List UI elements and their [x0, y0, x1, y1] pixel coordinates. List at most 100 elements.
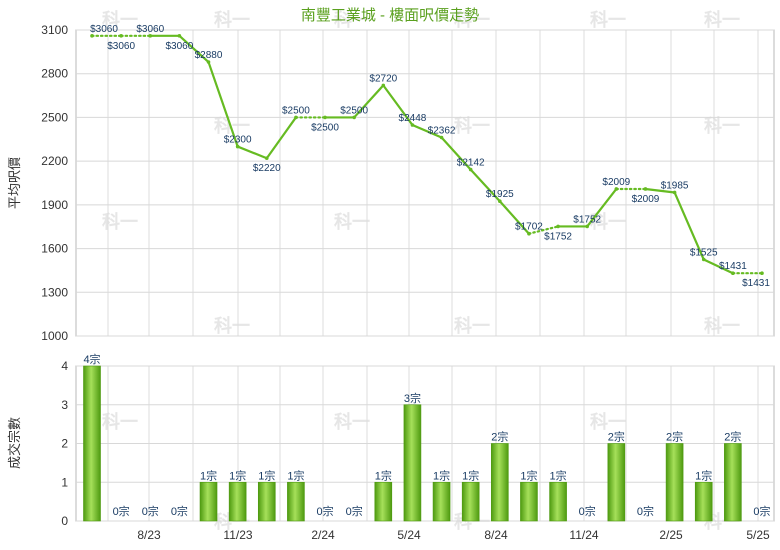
volume-data-label: 0宗 — [753, 504, 770, 518]
top-y-axis-title: 平均呎價 — [7, 157, 22, 209]
price-data-label: $2009 — [602, 177, 630, 188]
volume-data-label: 0宗 — [637, 504, 654, 518]
volume-bar — [432, 481, 451, 522]
price-data-label: $1752 — [573, 214, 601, 225]
volume-data-label: 0宗 — [316, 504, 333, 518]
price-line-segment — [440, 136, 472, 171]
price-point — [556, 224, 560, 229]
volume-bar — [83, 365, 101, 522]
bottom-y-tick-label: 1 — [61, 475, 68, 489]
price-line-segment — [469, 168, 501, 203]
price-data-label: $2500 — [311, 122, 339, 133]
volume-data-label: 3宗 — [404, 391, 421, 405]
price-point — [585, 224, 590, 229]
price-line-segment — [527, 225, 560, 235]
volume-data-label: 1宗 — [200, 468, 217, 482]
top-y-tick-label: 1000 — [41, 329, 68, 343]
volume-bar — [491, 443, 509, 522]
price-point — [90, 34, 94, 38]
x-tick-label: 2/24 — [311, 528, 335, 542]
price-line-segment — [498, 200, 531, 235]
price-point — [148, 34, 153, 38]
price-data-label: $1702 — [515, 222, 543, 233]
price-line-segment — [178, 34, 210, 64]
price-line-segment — [586, 187, 618, 228]
top-y-tick-label: 1900 — [41, 198, 68, 212]
price-data-label: $2880 — [195, 50, 223, 61]
price-point — [206, 60, 211, 64]
volume-data-label: 1宗 — [229, 468, 246, 482]
volume-bar — [257, 481, 276, 522]
bottom-y-tick-label: 2 — [61, 437, 68, 451]
volume-data-label: 1宗 — [550, 468, 567, 482]
price-line-segment — [382, 84, 414, 127]
bottom-y-tick-label: 0 — [61, 514, 68, 528]
price-data-label: $2220 — [253, 163, 281, 174]
watermark-text: 科一 — [334, 211, 370, 232]
volume-bar — [607, 443, 626, 522]
price-point — [264, 156, 269, 161]
volume-data-label: 0宗 — [579, 504, 596, 518]
price-point — [672, 190, 677, 195]
watermark-text: 科一 — [704, 315, 740, 336]
top-y-tick-label: 1300 — [41, 285, 68, 299]
x-tick-label: 5/25 — [746, 528, 770, 542]
price-point — [294, 115, 298, 120]
x-tick-label: 2/25 — [659, 528, 683, 542]
chart-title: 南豐工業城 - 樓面呎價走勢 — [301, 7, 479, 24]
volume-data-label: 2宗 — [608, 430, 625, 444]
volume-bar — [724, 443, 742, 522]
price-data-label: $2300 — [224, 135, 252, 146]
watermark-text: 科一 — [334, 9, 370, 30]
x-tick-label: 8/24 — [484, 528, 508, 542]
watermark-text: 科一 — [454, 9, 490, 30]
volume-data-label: 1宗 — [287, 468, 304, 482]
price-point — [498, 199, 502, 204]
price-data-label: $2362 — [428, 126, 456, 137]
price-data-label: $3060 — [107, 41, 135, 52]
price-point — [235, 144, 240, 149]
price-line-segment — [644, 187, 676, 194]
volume-data-label: 0宗 — [346, 504, 363, 518]
watermark-text: 科一 — [590, 411, 626, 432]
volume-data-label: 2宗 — [666, 430, 683, 444]
bottom-y-tick-label: 4 — [61, 359, 68, 373]
watermark-text: 科一 — [102, 411, 138, 432]
volume-bar — [461, 481, 480, 522]
top-plot-area — [75, 29, 775, 337]
price-data-label: $2500 — [340, 105, 368, 116]
top-y-tick-label: 2500 — [41, 110, 68, 124]
price-data-label: $2448 — [399, 113, 427, 124]
price-data-label: $2500 — [282, 105, 310, 116]
price-line-segment — [411, 123, 443, 139]
volume-data-label: 0宗 — [171, 504, 188, 518]
x-tick-label: 11/24 — [569, 528, 598, 542]
x-tick-label: 11/23 — [223, 528, 252, 542]
price-point — [177, 34, 182, 38]
volume-bar — [403, 404, 422, 522]
volume-data-label: 0宗 — [113, 504, 130, 518]
price-line-segment — [236, 145, 268, 160]
watermark-text: 科一 — [704, 115, 740, 136]
volume-bar — [287, 481, 305, 522]
price-point — [352, 115, 356, 120]
top-y-tick-label: 1600 — [41, 242, 68, 256]
price-point — [701, 257, 706, 262]
bottom-y-axis-title: 成交宗數 — [7, 417, 22, 469]
price-data-label: $2720 — [369, 73, 397, 84]
price-point — [527, 231, 531, 236]
watermark-text: 科一 — [704, 9, 740, 30]
volume-bar — [199, 481, 218, 522]
watermark-text: 科一 — [214, 115, 250, 136]
watermark-text: 科一 — [454, 115, 490, 136]
volume-data-label: 1宗 — [375, 468, 392, 482]
x-tick-label: 5/24 — [397, 528, 421, 542]
price-point — [439, 135, 444, 140]
watermark-text: 科一 — [590, 9, 626, 30]
price-data-label: $1525 — [690, 248, 718, 259]
volume-bar — [520, 481, 538, 522]
volume-data-label: 1宗 — [258, 468, 275, 482]
volume-data-label: 1宗 — [695, 468, 712, 482]
price-data-label: $1985 — [661, 180, 689, 191]
